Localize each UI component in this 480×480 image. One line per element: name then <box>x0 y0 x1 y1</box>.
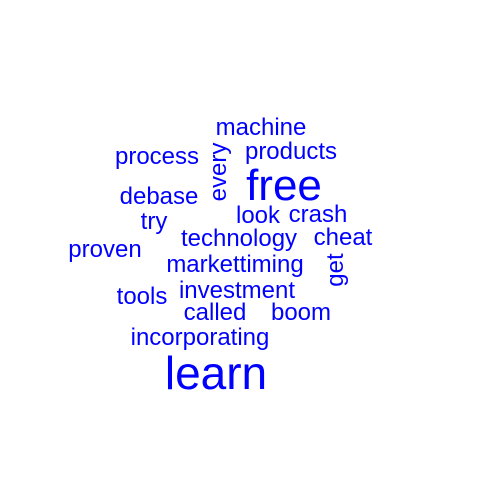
word-incorporating: incorporating <box>130 324 270 351</box>
word-learn: learn <box>164 347 268 399</box>
word-every: every <box>205 142 232 202</box>
word-proven: proven <box>68 236 142 263</box>
word-get: get <box>322 253 349 287</box>
word-crash: crash <box>288 201 348 228</box>
word-process: process <box>114 143 200 170</box>
word-markettiming: markettiming <box>166 251 304 278</box>
word-look: look <box>235 202 281 229</box>
word-free: free <box>246 161 322 210</box>
word-products: products <box>244 138 338 165</box>
word-cheat: cheat <box>313 224 373 251</box>
word-debase: debase <box>119 183 199 210</box>
word-technology: technology <box>180 225 298 252</box>
word-tools: tools <box>116 283 168 310</box>
word-try: try <box>140 208 168 235</box>
word-boom: boom <box>270 299 332 326</box>
word-investment: investment <box>178 277 296 304</box>
word-called: called <box>183 299 247 326</box>
word-machine: machine <box>215 114 307 141</box>
